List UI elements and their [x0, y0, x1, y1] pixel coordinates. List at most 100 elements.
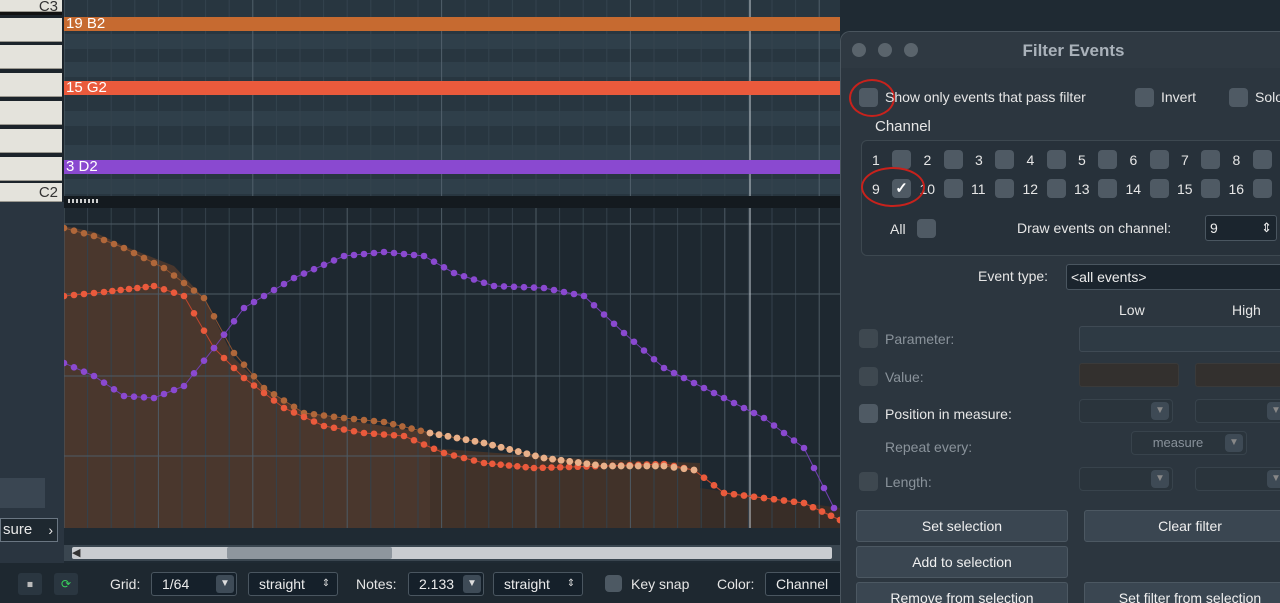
- key-snap-checkbox[interactable]: [605, 575, 622, 592]
- channel-6-checkbox[interactable]: [1149, 150, 1169, 169]
- channel-12-checkbox[interactable]: [1046, 179, 1066, 198]
- remove-from-selection-button[interactable]: Remove from selection: [856, 582, 1068, 603]
- stop-icon[interactable]: ⏹: [18, 573, 42, 595]
- controller-point: [320, 412, 328, 419]
- dialog-titlebar[interactable]: Filter Events: [841, 32, 1280, 68]
- controller-point: [510, 283, 518, 291]
- event-type-select[interactable]: <all events>: [1066, 264, 1280, 290]
- piano-key[interactable]: [0, 129, 62, 153]
- controller-point: [210, 344, 218, 352]
- horizontal-scrollbar[interactable]: ◀: [64, 545, 840, 561]
- position-in-measure-checkbox[interactable]: [859, 404, 878, 423]
- channel-10-checkbox[interactable]: [943, 179, 963, 198]
- controller-point: [320, 261, 328, 269]
- all-channels-checkbox[interactable]: [917, 219, 936, 238]
- channel-8-checkbox[interactable]: [1252, 150, 1272, 169]
- piano-key[interactable]: [0, 45, 62, 69]
- notes-mode-select[interactable]: straight ⇕: [493, 572, 583, 596]
- controller-point: [480, 439, 488, 447]
- grid-select[interactable]: 1/64 ▼: [151, 572, 237, 596]
- controller-point: [617, 462, 625, 470]
- controller-point: [514, 448, 522, 455]
- controller-point: [540, 454, 548, 462]
- controller-point: [740, 404, 748, 412]
- repeat-every-select[interactable]: measure ▼: [1131, 431, 1247, 455]
- controller-point: [497, 461, 504, 468]
- lane-type-dropdown[interactable]: sure ›: [0, 518, 58, 542]
- channel-13-checkbox[interactable]: [1098, 179, 1117, 198]
- controller-point: [260, 384, 268, 392]
- solo-checkbox[interactable]: [1229, 88, 1248, 107]
- set-filter-from-selection-button[interactable]: Set filter from selection: [1084, 582, 1280, 603]
- piano-key[interactable]: [0, 18, 62, 42]
- scrollbar-track[interactable]: [72, 547, 832, 559]
- controller-point: [100, 288, 108, 296]
- color-select[interactable]: Channel: [765, 572, 845, 596]
- channel-6-label: 6: [1129, 152, 1138, 168]
- piano-black-key[interactable]: [0, 12, 62, 15]
- scroll-left-icon[interactable]: ◀: [72, 547, 81, 559]
- add-to-selection-button[interactable]: Add to selection: [856, 546, 1068, 578]
- parameter-checkbox[interactable]: [859, 329, 878, 348]
- piano-key[interactable]: C2: [0, 183, 62, 202]
- controller-lane-plot[interactable]: [64, 208, 840, 528]
- controller-point: [660, 364, 668, 372]
- channel-15-checkbox[interactable]: [1201, 179, 1220, 198]
- controller-point: [670, 463, 678, 471]
- lane-splitter[interactable]: [64, 196, 840, 208]
- value-high-field[interactable]: [1195, 363, 1280, 387]
- clear-filter-button[interactable]: Clear filter: [1084, 510, 1280, 542]
- length-checkbox[interactable]: [859, 472, 878, 491]
- note-bar-d2[interactable]: 3 D2: [64, 159, 840, 174]
- piano-key[interactable]: [0, 101, 62, 125]
- length-high-select[interactable]: ▼: [1195, 467, 1280, 491]
- parameter-field[interactable]: [1079, 326, 1280, 352]
- channel-16-checkbox[interactable]: [1252, 179, 1272, 198]
- length-low-select[interactable]: ▼: [1079, 467, 1173, 491]
- controller-point: [340, 426, 348, 433]
- close-window-icon[interactable]: [852, 43, 866, 57]
- controller-point: [440, 449, 448, 457]
- lane-control-box[interactable]: [0, 478, 45, 508]
- invert-checkbox[interactable]: [1135, 88, 1154, 107]
- loop-icon[interactable]: ⟳: [54, 573, 78, 595]
- minimize-window-icon[interactable]: [878, 43, 892, 57]
- channel-3-label: 3: [975, 152, 983, 168]
- channel-7-checkbox[interactable]: [1201, 150, 1220, 169]
- drag-handle-icon[interactable]: [68, 199, 98, 203]
- scrollbar-thumb[interactable]: [227, 547, 392, 559]
- controller-point: [180, 279, 188, 287]
- channel-4-checkbox[interactable]: [1046, 150, 1066, 169]
- set-selection-button[interactable]: Set selection: [856, 510, 1068, 542]
- controller-point: [514, 463, 521, 470]
- note-grid[interactable]: 19 B2 15 G2 3 D2: [64, 0, 840, 196]
- channel-11-checkbox[interactable]: [995, 179, 1014, 198]
- channel-3-checkbox[interactable]: [995, 150, 1014, 169]
- piano-key[interactable]: [0, 73, 62, 97]
- channel-heading: Channel: [875, 118, 931, 135]
- value-checkbox[interactable]: [859, 367, 878, 386]
- up-down-arrows-icon: ⇕: [321, 578, 331, 589]
- highlight-ring: [861, 167, 925, 207]
- controller-point: [430, 258, 438, 265]
- value-low-field[interactable]: [1079, 363, 1179, 387]
- channel-5-checkbox[interactable]: [1098, 150, 1117, 169]
- controller-point: [652, 462, 659, 470]
- note-bar-g2[interactable]: 15 G2: [64, 80, 840, 95]
- grid-mode-select[interactable]: straight ⇕: [248, 572, 338, 596]
- piano-key[interactable]: [0, 157, 62, 181]
- piano-keyboard[interactable]: C3 C2: [0, 0, 64, 202]
- controller-lane[interactable]: [64, 208, 840, 528]
- area-fill: [430, 448, 700, 528]
- zoom-window-icon[interactable]: [904, 43, 918, 57]
- channel-1-checkbox[interactable]: [892, 150, 911, 169]
- piano-key[interactable]: C3: [0, 0, 62, 15]
- position-low-select[interactable]: ▼: [1079, 399, 1173, 423]
- notes-select[interactable]: 2.133 ▼: [408, 572, 484, 596]
- channel-2-checkbox[interactable]: [943, 150, 963, 169]
- note-bar-b2[interactable]: 19 B2: [64, 16, 840, 31]
- controller-point: [80, 230, 88, 237]
- draw-on-channel-stepper[interactable]: 9 ⇕: [1205, 215, 1277, 241]
- channel-14-checkbox[interactable]: [1149, 179, 1169, 198]
- position-high-select[interactable]: ▼: [1195, 399, 1280, 423]
